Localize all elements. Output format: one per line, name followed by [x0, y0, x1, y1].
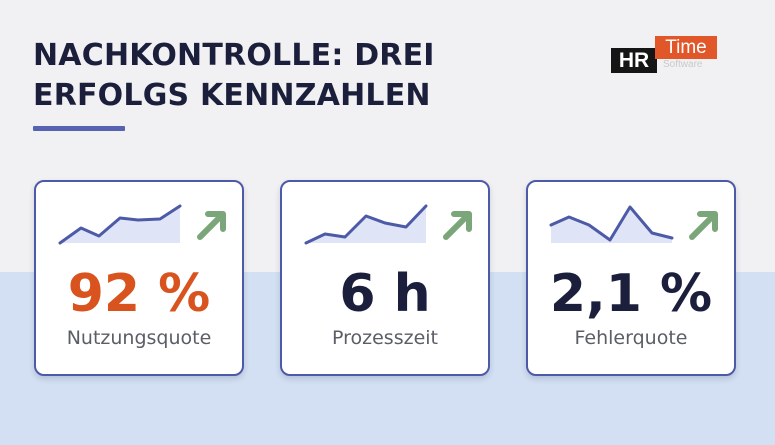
arrow-up-right-icon: [443, 211, 472, 240]
kpi-value: 6 h: [339, 264, 431, 324]
title-line-2: ERFOLGS KENNZAHLEN: [33, 78, 431, 113]
trend-sparkline: [58, 204, 182, 245]
kpi-card-error-rate: 2,1 % Fehlerquote: [526, 180, 736, 376]
kpi-card-process-time: 6 h Prozesszeit: [280, 180, 490, 376]
title-underline: [33, 126, 125, 131]
title-line-1: NACHKONTROLLE: DREI: [33, 38, 435, 73]
logo-time: Time: [655, 36, 717, 59]
trend-sparkline: [304, 204, 428, 245]
arrow-up-right-icon: [197, 211, 226, 240]
logo-hr: HR: [611, 48, 657, 73]
hrtime-logo: HR Time Software: [611, 36, 717, 76]
logo-software: Software: [663, 59, 703, 70]
kpi-value: 2,1 %: [549, 264, 713, 324]
kpi-label: Prozesszeit: [332, 327, 438, 349]
kpi-value: 92 %: [67, 264, 211, 324]
page-title: NACHKONTROLLE: DREI ERFOLGS KENNZAHLEN: [33, 36, 435, 116]
kpi-label: Nutzungsquote: [66, 327, 212, 349]
kpi-card-usage: 92 % Nutzungsquote: [34, 180, 244, 376]
kpi-label: Fehlerquote: [574, 327, 688, 349]
trend-sparkline: [549, 205, 674, 243]
arrow-up-right-icon: [689, 211, 718, 240]
